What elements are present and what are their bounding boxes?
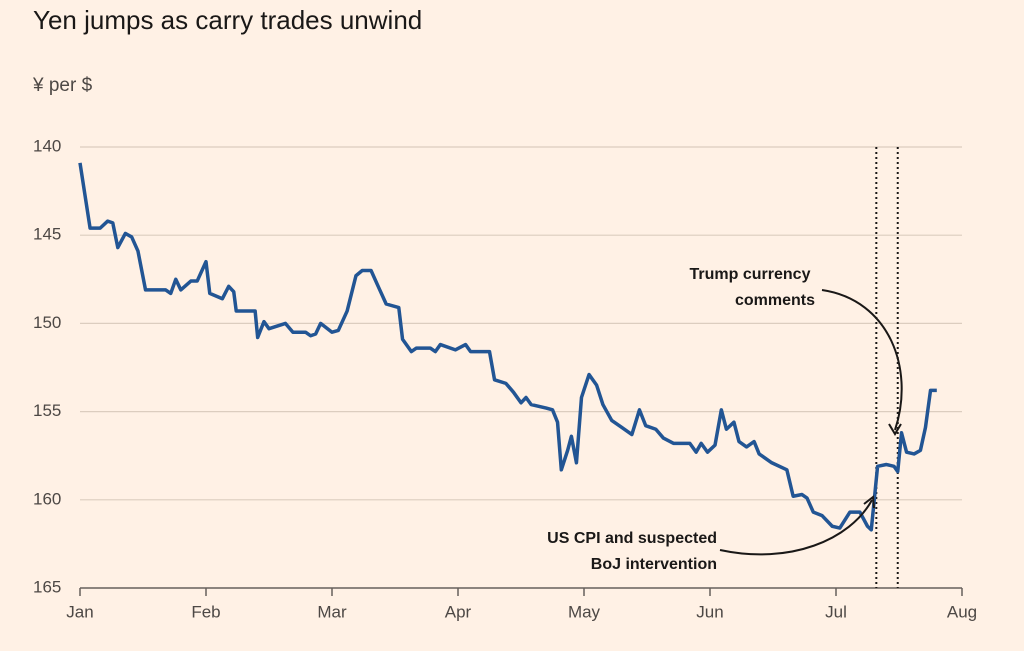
x-tick-label: May <box>568 602 601 621</box>
x-tick-label: Jul <box>825 602 847 621</box>
x-tick-label: Apr <box>445 602 472 621</box>
x-tick-label: Feb <box>191 602 220 621</box>
y-tick-label: 145 <box>33 225 61 244</box>
x-tick-label: Jan <box>66 602 93 621</box>
x-tick-label: Mar <box>317 602 347 621</box>
y-tick-label: 140 <box>33 136 61 155</box>
arrow-head <box>863 495 875 509</box>
y-tick-label: 150 <box>33 313 61 332</box>
annotation: BoJ intervention <box>591 556 717 573</box>
annotation-arrow <box>719 499 873 556</box>
y-tick-label: 160 <box>33 489 61 508</box>
annotation: Trump currency <box>690 266 811 283</box>
annotation: US CPI and suspected <box>547 530 717 547</box>
annotation: comments <box>735 292 815 309</box>
chart-subtitle: ¥ per $ <box>32 75 93 96</box>
data-line <box>78 162 937 532</box>
x-tick-label: Aug <box>947 602 977 621</box>
y-tick-label: 165 <box>33 577 61 596</box>
plot <box>78 162 937 532</box>
arrow-head <box>888 423 902 436</box>
x-tick-label: Jun <box>696 602 723 621</box>
annotation-arrow <box>821 289 903 431</box>
grid: 140 145 150 155 160 165 Jan Feb Mar Apr May Jun Jul A… <box>33 136 977 621</box>
chart-title: Yen jumps as carry trades unwind <box>33 5 422 35</box>
y-tick-label: 155 <box>33 401 61 420</box>
